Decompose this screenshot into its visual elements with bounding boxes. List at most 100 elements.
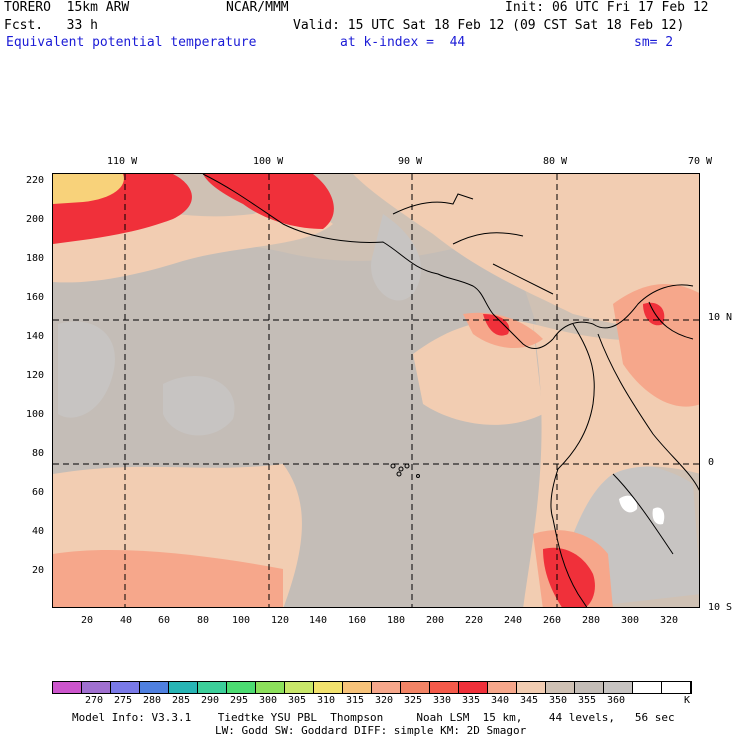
colorbar-label: 290 <box>201 695 220 706</box>
y-tick-label: 160 <box>26 292 45 303</box>
colorbar-label: 315 <box>346 695 365 706</box>
lon-label: 110 W <box>107 156 138 167</box>
colorbar-label: 275 <box>114 695 133 706</box>
smoothing-value: sm= 2 <box>634 35 674 50</box>
coastline <box>550 323 595 607</box>
forecast-hour: Fcst. 33 h <box>4 18 98 33</box>
x-tick-label: 140 <box>309 615 328 626</box>
colorbar-label: 340 <box>491 695 510 706</box>
colorbar-swatch <box>401 682 430 693</box>
red-patch <box>203 174 334 229</box>
colorbar-label: 335 <box>462 695 481 706</box>
coastline <box>492 263 554 295</box>
colorbar-label: 295 <box>230 695 249 706</box>
salmon-patch <box>613 284 699 407</box>
colorbar-swatch <box>633 682 662 693</box>
yellow-patch <box>53 174 124 204</box>
coastline <box>597 333 699 491</box>
white-patch <box>619 495 638 513</box>
coastline <box>202 174 554 350</box>
y-tick-label: 220 <box>26 175 45 186</box>
colorbar-label: 350 <box>549 695 568 706</box>
colorbar-label: K <box>684 695 691 706</box>
map-panel <box>52 173 700 608</box>
lat-label: 0 <box>708 457 715 468</box>
x-tick-label: 300 <box>621 615 640 626</box>
colorbar-swatch <box>198 682 227 693</box>
lat-label: 10 S <box>708 602 733 613</box>
x-tick-label: 20 <box>81 615 94 626</box>
colorbar-label: 280 <box>143 695 162 706</box>
x-tick-label: 160 <box>348 615 367 626</box>
x-tick-label: 180 <box>387 615 406 626</box>
colorbar-swatch <box>546 682 575 693</box>
colorbar-label: 270 <box>85 695 104 706</box>
x-tick-label: 320 <box>660 615 679 626</box>
y-tick-label: 60 <box>32 487 45 498</box>
x-tick-label: 240 <box>504 615 523 626</box>
colorbar-swatch <box>111 682 140 693</box>
warm-band <box>353 174 699 329</box>
field-name: Equivalent potential temperature <box>6 35 257 50</box>
colorbar-swatch <box>430 682 459 693</box>
grey-patch <box>58 321 115 418</box>
colorbar-label: 305 <box>288 695 307 706</box>
coastline <box>452 232 524 245</box>
colorbar-swatch <box>140 682 169 693</box>
valid-time: Valid: 15 UTC Sat 18 Feb 12 (09 CST Sat … <box>293 18 685 33</box>
init-time: Init: 06 UTC Fri 17 Feb 12 <box>505 0 709 15</box>
colorbar-label: 285 <box>172 695 191 706</box>
colorbar-swatch <box>53 682 82 693</box>
x-tick-label: 220 <box>465 615 484 626</box>
y-tick-label: 20 <box>32 565 45 576</box>
x-tick-label: 80 <box>197 615 210 626</box>
x-tick-label: 260 <box>543 615 562 626</box>
colorbar-swatch <box>662 682 691 693</box>
coastline <box>648 301 694 340</box>
colorbar-swatch <box>227 682 256 693</box>
lon-label: 100 W <box>253 156 284 167</box>
x-tick-label: 60 <box>158 615 171 626</box>
colorbar-swatch <box>517 682 546 693</box>
y-tick-label: 140 <box>26 331 45 342</box>
x-tick-label: 120 <box>271 615 290 626</box>
island <box>416 474 420 478</box>
colorbar <box>52 681 692 694</box>
red-patch <box>483 314 510 336</box>
colorbar-label: 345 <box>520 695 539 706</box>
coastline <box>552 284 694 340</box>
salmon-patch <box>53 550 283 607</box>
theta-e-field <box>53 174 699 607</box>
colorbar-swatch <box>169 682 198 693</box>
lat-label: 10 N <box>708 312 733 323</box>
island <box>398 466 404 472</box>
y-tick-label: 100 <box>26 409 45 420</box>
colorbar-swatch <box>575 682 604 693</box>
colorbar-label: 325 <box>404 695 423 706</box>
colorbar-label: 355 <box>578 695 597 706</box>
colorbar-label: 360 <box>607 695 626 706</box>
colorbar-label: 310 <box>317 695 336 706</box>
colorbar-label: 300 <box>259 695 278 706</box>
x-tick-label: 200 <box>426 615 445 626</box>
colorbar-swatch <box>256 682 285 693</box>
y-tick-label: 40 <box>32 526 45 537</box>
colorbar-swatch <box>488 682 517 693</box>
x-tick-label: 40 <box>120 615 133 626</box>
model-name: TORERO 15km ARW <box>4 0 130 15</box>
organization: NCAR/MMM <box>226 0 289 15</box>
island <box>396 471 402 477</box>
colorbar-swatch <box>82 682 111 693</box>
physics-info: LW: Godd SW: Goddard DIFF: simple KM: 2D… <box>215 724 527 737</box>
colorbar-swatch <box>604 682 633 693</box>
x-tick-label: 280 <box>582 615 601 626</box>
grey-patch <box>371 214 422 301</box>
colorbar-swatch <box>314 682 343 693</box>
island <box>390 463 396 469</box>
colorbar-swatch <box>285 682 314 693</box>
island <box>404 463 410 469</box>
colorbar-swatch <box>372 682 401 693</box>
colorbar-label: 330 <box>433 695 452 706</box>
white-patch <box>652 507 665 525</box>
x-tick-label: 100 <box>232 615 251 626</box>
